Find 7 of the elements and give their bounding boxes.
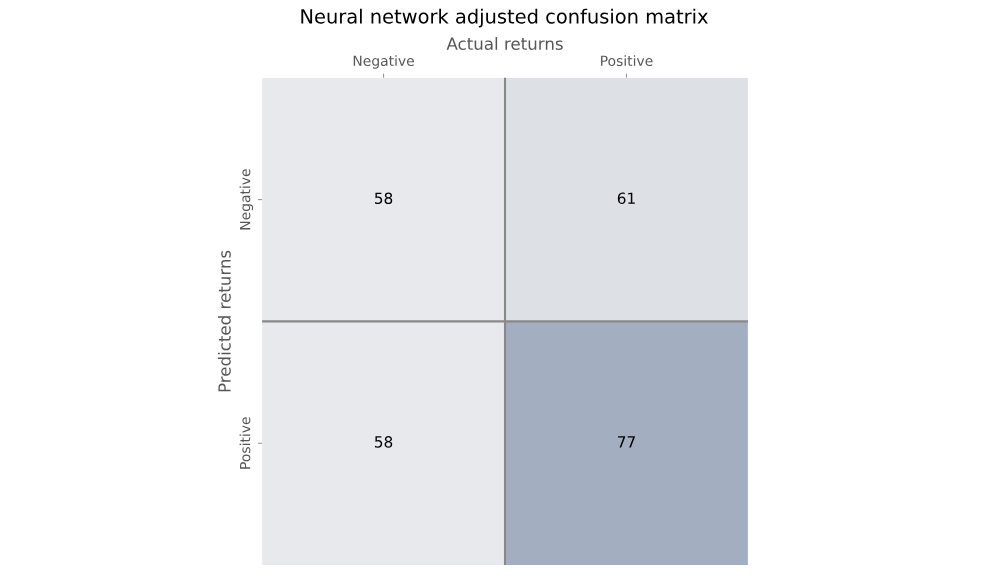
x-axis-title: Actual returns	[446, 37, 563, 50]
data-label: 77	[618, 436, 635, 448]
data-label: 61	[617, 192, 635, 205]
y-axis-title: Predicted returns	[217, 250, 231, 392]
chart-title: Neural network adjusted confusion matrix	[301, 8, 708, 28]
data-label: 58	[375, 192, 393, 205]
data-label: 58	[375, 436, 393, 448]
